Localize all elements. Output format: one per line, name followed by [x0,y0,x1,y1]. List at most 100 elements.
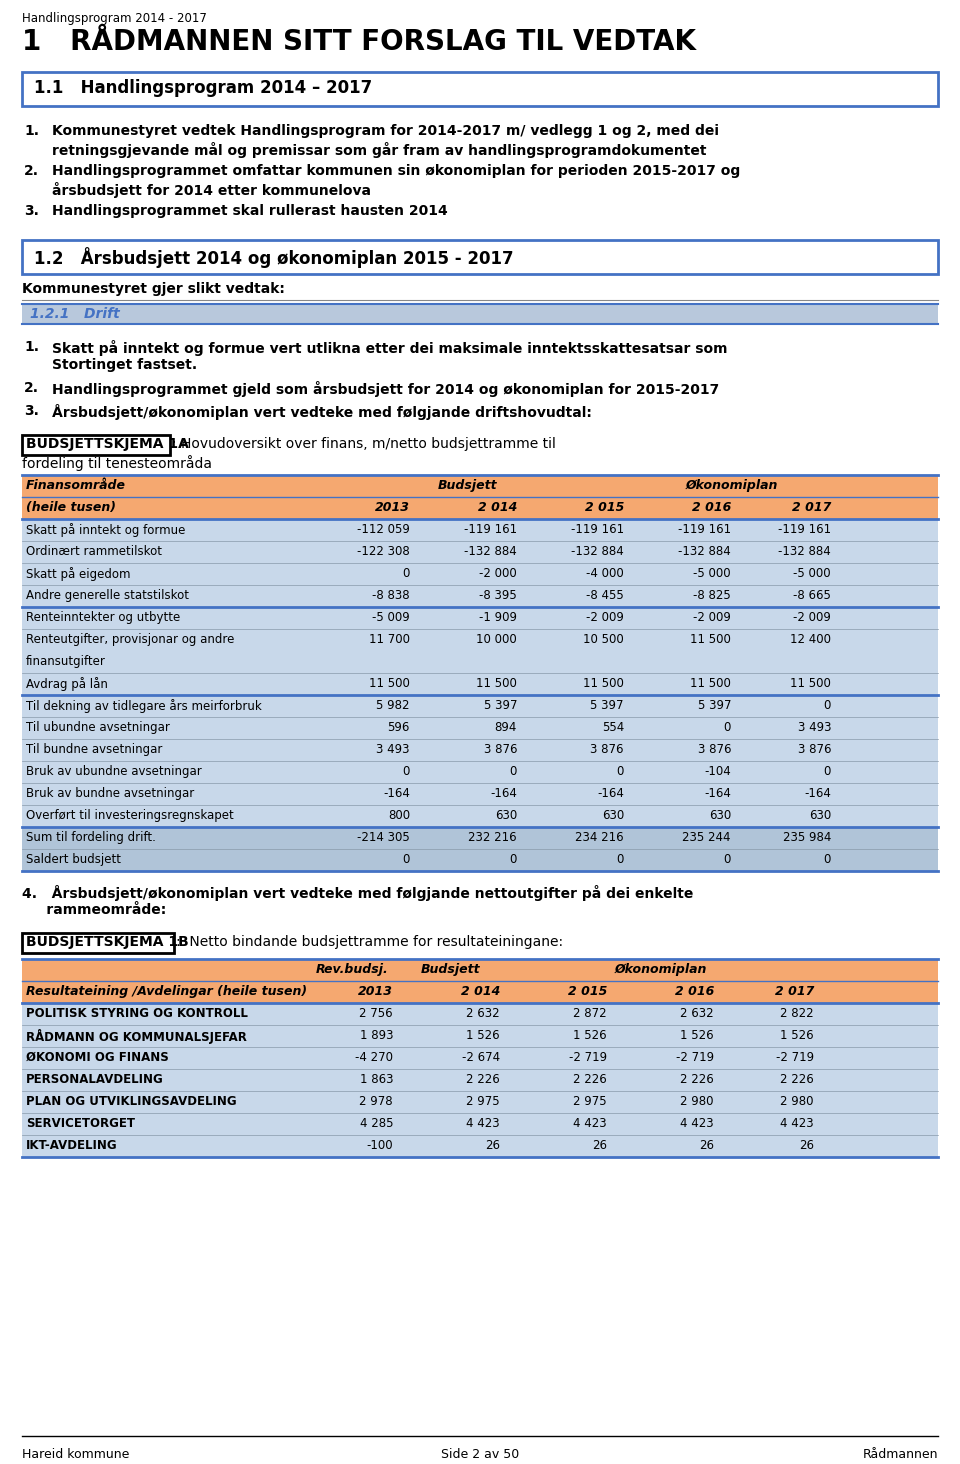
Text: 2 632: 2 632 [681,1007,714,1020]
Text: -4 000: -4 000 [587,567,624,580]
Text: (heile tusen): (heile tusen) [26,501,116,514]
Text: retningsgjevande mål og premissar som går fram av handlingsprogramdokumentet: retningsgjevande mål og premissar som gå… [52,142,707,158]
Text: Sum til fordeling drift.: Sum til fordeling drift. [26,832,156,845]
Text: -119 161: -119 161 [464,523,517,536]
Text: 0: 0 [724,854,731,867]
Text: 1 893: 1 893 [359,1029,393,1042]
Text: 1 526: 1 526 [780,1029,814,1042]
Text: RÅDMANN OG KOMMUNALSJEFAR: RÅDMANN OG KOMMUNALSJEFAR [26,1029,247,1044]
Bar [22,933,174,953]
Bar [22,1003,938,1025]
Text: Handlingsprogram 2014 - 2017: Handlingsprogram 2014 - 2017 [22,12,206,25]
Bar [22,673,938,695]
Text: -5 000: -5 000 [693,567,731,580]
Text: 2 226: 2 226 [467,1073,500,1086]
Text: 3.: 3. [24,203,38,218]
Text: -2 000: -2 000 [479,567,517,580]
Text: Stortinget fastset.: Stortinget fastset. [52,359,197,372]
Text: 5 397: 5 397 [590,698,624,712]
Text: Saldert budsjett: Saldert budsjett [26,854,121,867]
Text: -164: -164 [491,788,517,799]
Text: 0: 0 [824,698,831,712]
Text: 2.: 2. [24,381,39,395]
Text: 630: 630 [708,810,731,821]
Text: 234 216: 234 216 [575,832,624,845]
Text: -4 270: -4 270 [355,1051,393,1064]
Bar [22,240,938,274]
Bar [22,761,938,783]
Text: Rådmannen: Rådmannen [862,1448,938,1461]
Text: 0: 0 [616,854,624,867]
Bar [22,827,938,849]
Bar [22,586,938,608]
Text: 3 876: 3 876 [484,744,517,755]
Bar [22,1135,938,1157]
Bar [22,959,938,981]
Bar [22,520,938,542]
Text: -8 838: -8 838 [372,589,410,602]
Text: -164: -164 [597,788,624,799]
Text: 0: 0 [510,854,517,867]
Text: 2 014: 2 014 [461,985,500,998]
Text: -2 009: -2 009 [587,610,624,624]
Text: 0: 0 [402,766,410,777]
Text: BUDSJETTSKJEMA 1B: BUDSJETTSKJEMA 1B [26,935,189,949]
Text: -2 009: -2 009 [693,610,731,624]
Text: 1.2   Årsbudsjett 2014 og økonomiplan 2015 - 2017: 1.2 Årsbudsjett 2014 og økonomiplan 2015… [34,247,514,268]
Bar [22,1047,938,1069]
Text: 2 980: 2 980 [780,1095,814,1108]
Text: -164: -164 [704,788,731,799]
Text: 10 000: 10 000 [476,632,517,646]
Text: Resultateining /Avdelingar (heile tusen): Resultateining /Avdelingar (heile tusen) [26,985,307,998]
Text: 2 014: 2 014 [478,501,517,514]
Text: 232 216: 232 216 [468,832,517,845]
Text: -1 909: -1 909 [479,610,517,624]
Bar [22,1091,938,1113]
Text: 1.1   Handlingsprogram 2014 – 2017: 1.1 Handlingsprogram 2014 – 2017 [34,79,372,97]
Text: 2 978: 2 978 [359,1095,393,1108]
Bar [22,717,938,739]
Text: 1 526: 1 526 [467,1029,500,1042]
Text: 2 975: 2 975 [573,1095,607,1108]
Text: 4 423: 4 423 [681,1117,714,1130]
Text: 2.: 2. [24,164,39,179]
Text: 0: 0 [724,720,731,733]
Bar [22,564,938,586]
Text: SERVICETORGET: SERVICETORGET [26,1117,135,1130]
Bar [22,305,938,324]
Text: 26: 26 [592,1139,607,1152]
Text: 2 016: 2 016 [675,985,714,998]
Text: 1.: 1. [24,340,39,354]
Text: :  Netto bindande budsjettramme for resultateiningane:: : Netto bindande budsjettramme for resul… [176,935,564,949]
Text: 2 756: 2 756 [359,1007,393,1020]
Text: 2 632: 2 632 [467,1007,500,1020]
Text: 2 015: 2 015 [585,501,624,514]
Text: Til bundne avsetningar: Til bundne avsetningar [26,744,162,755]
Text: 2 822: 2 822 [780,1007,814,1020]
Text: Rev.budsj.: Rev.budsj. [316,963,389,976]
Text: -8 665: -8 665 [793,589,831,602]
Text: 5 397: 5 397 [484,698,517,712]
Text: -164: -164 [383,788,410,799]
Text: 26: 26 [699,1139,714,1152]
Text: Økonomiplan: Økonomiplan [685,479,778,492]
Text: 0: 0 [616,766,624,777]
Text: 12 400: 12 400 [790,632,831,646]
Text: Overført til investeringsregnskapet: Overført til investeringsregnskapet [26,810,233,821]
Text: 1   RÅDMANNEN SITT FORSLAG TIL VEDTAK: 1 RÅDMANNEN SITT FORSLAG TIL VEDTAK [22,28,696,56]
Text: 2 872: 2 872 [573,1007,607,1020]
Text: 2 980: 2 980 [681,1095,714,1108]
Text: -132 884: -132 884 [679,545,731,558]
Text: 1.: 1. [24,124,39,138]
Text: PERSONALAVDELING: PERSONALAVDELING [26,1073,164,1086]
Text: 4 423: 4 423 [780,1117,814,1130]
Bar [22,1025,938,1047]
Text: 11 500: 11 500 [690,632,731,646]
Text: -2 719: -2 719 [776,1051,814,1064]
Text: 630: 630 [494,810,517,821]
Text: finansutgifter: finansutgifter [26,654,106,668]
Text: 4.   Årsbudsjett/økonomiplan vert vedteke med følgjande nettoutgifter på dei enk: 4. Årsbudsjett/økonomiplan vert vedteke … [22,886,693,900]
Bar [22,542,938,564]
Text: -2 719: -2 719 [676,1051,714,1064]
Text: 3 876: 3 876 [698,744,731,755]
